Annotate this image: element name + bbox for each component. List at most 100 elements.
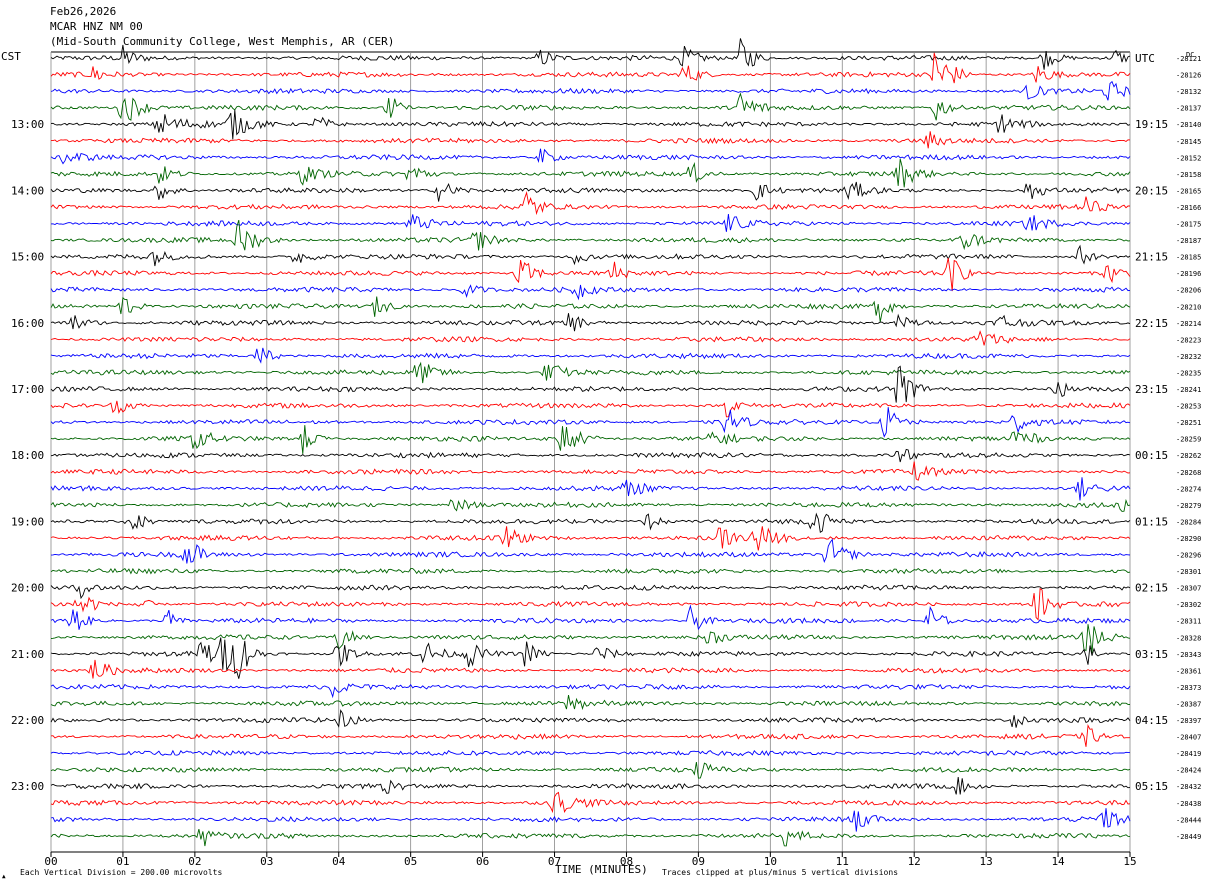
x-tick-label: 12 bbox=[908, 855, 921, 868]
clip-label: Traces clipped at plus/minus 5 vertical … bbox=[662, 868, 898, 877]
dc-offset-label: -28187 bbox=[1176, 237, 1201, 245]
seismic-trace bbox=[50, 92, 1131, 121]
seismic-trace bbox=[50, 567, 1131, 575]
x-tick-label: 11 bbox=[836, 855, 849, 868]
seismic-trace bbox=[50, 38, 1131, 70]
x-tick-label: 15 bbox=[1123, 855, 1136, 868]
seismic-trace bbox=[50, 624, 1131, 654]
x-tick-label: 10 bbox=[764, 855, 777, 868]
cst-time-label: 22:00 bbox=[11, 714, 44, 727]
scale-label: Each Vertical Division = 200.00 microvol… bbox=[20, 868, 222, 877]
dc-offset-label: -28241 bbox=[1176, 386, 1201, 394]
seismic-trace bbox=[50, 709, 1131, 728]
x-tick-label: 06 bbox=[476, 855, 489, 868]
dc-offset-label: -28343 bbox=[1176, 651, 1201, 659]
seismic-trace bbox=[50, 214, 1131, 232]
dc-offset-label: -28259 bbox=[1176, 436, 1201, 444]
x-tick-label: 00 bbox=[44, 855, 57, 868]
seismic-trace bbox=[50, 723, 1130, 747]
cst-time-label: 18:00 bbox=[11, 449, 44, 462]
dc-offset-label: -28158 bbox=[1176, 171, 1201, 179]
dc-offset-label: -28121 bbox=[1176, 55, 1201, 63]
cst-time-label: 17:00 bbox=[11, 383, 44, 396]
seismic-trace bbox=[50, 762, 1131, 779]
seismic-trace bbox=[50, 148, 1131, 165]
utc-time-label: 22:15 bbox=[1135, 317, 1168, 330]
seismic-trace bbox=[50, 604, 1131, 631]
footer-mark: ▲ bbox=[2, 873, 6, 880]
header: Feb26,2026 MCAR HNZ NM 00 (Mid-South Com… bbox=[1, 5, 1194, 63]
utc-time-label: 02:15 bbox=[1135, 582, 1168, 595]
x-tick-label: 05 bbox=[404, 855, 417, 868]
dc-offset-label: -28137 bbox=[1176, 105, 1201, 113]
dc-label: DC bbox=[1186, 51, 1194, 59]
x-tick-label: 13 bbox=[980, 855, 993, 868]
utc-time-label: 03:15 bbox=[1135, 648, 1168, 661]
seismic-trace bbox=[50, 365, 1131, 403]
utc-time-label: 19:15 bbox=[1135, 118, 1168, 131]
dc-offset-label: -28166 bbox=[1176, 204, 1201, 212]
x-tick-label: 03 bbox=[260, 855, 273, 868]
left-axis-label: CST bbox=[1, 50, 21, 63]
seismic-trace bbox=[50, 80, 1131, 101]
cst-time-label: 20:00 bbox=[11, 582, 44, 595]
dc-offset-label: -28284 bbox=[1176, 518, 1201, 526]
dc-offset-label: -28301 bbox=[1176, 568, 1201, 576]
seismic-trace bbox=[50, 777, 1131, 795]
dc-offset-label: -28251 bbox=[1176, 419, 1201, 427]
seismic-trace bbox=[50, 347, 1131, 364]
seismic-trace bbox=[50, 330, 1131, 346]
dc-offset-label: -28232 bbox=[1176, 353, 1201, 361]
seismic-trace bbox=[50, 244, 1131, 267]
seismic-trace bbox=[50, 219, 1131, 251]
dc-offset-label: -28206 bbox=[1176, 287, 1201, 295]
seismic-trace bbox=[50, 448, 1131, 463]
x-axis-title: TIME (MINUTES) bbox=[555, 863, 648, 876]
seismic-trace bbox=[50, 683, 1131, 699]
utc-time-label: 21:15 bbox=[1135, 251, 1168, 264]
footer: ▲ Each Vertical Division = 200.00 microv… bbox=[2, 863, 898, 880]
dc-offset-label: -28449 bbox=[1176, 833, 1201, 841]
dc-offset-label: -28419 bbox=[1176, 750, 1201, 758]
utc-time-label: 05:15 bbox=[1135, 780, 1168, 793]
seismic-trace bbox=[50, 587, 1131, 621]
x-tick-label: 01 bbox=[116, 855, 129, 868]
x-axis: 00 01 02 03 04 05 06 07 08 09 10 11 12 13 14 15 bbox=[44, 851, 1137, 868]
dc-offset-label: -28235 bbox=[1176, 369, 1201, 377]
dc-offset-label: -28223 bbox=[1176, 336, 1201, 344]
seismic-trace bbox=[50, 538, 1131, 564]
seismic-trace bbox=[50, 477, 1131, 501]
x-tick-label: 14 bbox=[1051, 855, 1065, 868]
x-tick-label: 04 bbox=[332, 855, 346, 868]
location-label: (Mid-South Community College, West Memph… bbox=[50, 35, 394, 48]
x-tick-label: 07 bbox=[548, 855, 561, 868]
dc-offset-label: -28253 bbox=[1176, 403, 1201, 411]
dc-offset-label: -28296 bbox=[1176, 552, 1201, 560]
seismic-trace bbox=[50, 637, 1131, 679]
utc-time-label: 23:15 bbox=[1135, 383, 1168, 396]
cst-time-label: 21:00 bbox=[11, 648, 44, 661]
cst-time-labels: 13:00 14:00 15:00 16:00 17:00 18:00 19:00 20:00… bbox=[11, 118, 44, 793]
dc-offset-label: -28328 bbox=[1176, 634, 1201, 642]
dc-offset-label: -28397 bbox=[1176, 717, 1201, 725]
x-tick-label: 02 bbox=[188, 855, 201, 868]
cst-time-label: 16:00 bbox=[11, 317, 44, 330]
trace-group bbox=[50, 38, 1131, 847]
dc-offset-label: -28387 bbox=[1176, 700, 1201, 708]
seismic-trace bbox=[50, 425, 1131, 454]
seismic-trace bbox=[50, 158, 1131, 188]
seismic-trace bbox=[50, 828, 1131, 847]
cst-time-label: 15:00 bbox=[11, 251, 44, 264]
seismic-trace bbox=[50, 190, 1130, 216]
seismic-trace bbox=[50, 284, 1131, 301]
dc-offset-label: -28307 bbox=[1176, 585, 1201, 593]
date-label: Feb26,2026 bbox=[50, 5, 116, 18]
seismic-trace bbox=[50, 361, 1131, 384]
seismic-trace bbox=[50, 407, 1131, 438]
dc-offset-label: -28214 bbox=[1176, 320, 1201, 328]
x-tick-label: 09 bbox=[692, 855, 705, 868]
seismic-trace bbox=[50, 181, 1131, 202]
seismic-trace bbox=[50, 109, 1131, 140]
dc-offset-label: -28165 bbox=[1176, 187, 1201, 195]
